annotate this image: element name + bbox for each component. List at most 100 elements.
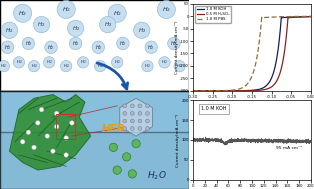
Circle shape [146,104,149,108]
Y-axis label: Current density(mA cm⁻²): Current density(mA cm⁻²) [175,20,179,74]
Circle shape [22,37,35,50]
Circle shape [108,4,126,22]
X-axis label: Potentail ( V vs RHE ): Potentail ( V vs RHE ) [224,100,280,105]
Circle shape [100,16,116,33]
Circle shape [132,139,140,148]
Text: $H_2$: $H_2$ [72,24,80,33]
Text: $H_2$: $H_2$ [63,62,69,70]
FancyBboxPatch shape [0,91,189,132]
Circle shape [138,112,142,115]
Circle shape [111,57,123,68]
Circle shape [168,37,180,50]
Circle shape [35,121,40,125]
Text: $H_2$: $H_2$ [113,9,122,18]
Circle shape [0,60,9,72]
Circle shape [122,153,131,161]
Text: 95 mA cm⁻²: 95 mA cm⁻² [276,146,301,150]
Text: $H_2$: $H_2$ [114,59,121,66]
Text: $H_2$: $H_2$ [0,62,7,70]
Circle shape [70,121,74,125]
Text: $H_2$: $H_2$ [97,62,104,70]
Circle shape [95,60,106,72]
Circle shape [14,4,32,22]
Text: $H_2$: $H_2$ [176,62,183,70]
Circle shape [174,60,185,72]
Circle shape [130,104,134,108]
Circle shape [20,139,25,144]
Y-axis label: Current density(mA cm⁻²): Current density(mA cm⁻²) [176,113,180,167]
Circle shape [113,166,121,174]
Text: $H_2$: $H_2$ [5,26,14,35]
Circle shape [123,104,127,108]
Circle shape [61,60,72,72]
Circle shape [128,170,137,178]
Text: $H_2$: $H_2$ [80,59,86,66]
Text: $H_2$: $H_2$ [24,39,32,48]
Circle shape [123,127,127,130]
Circle shape [92,41,105,53]
Circle shape [138,119,142,123]
Circle shape [51,149,55,153]
Text: $H_2$: $H_2$ [119,39,127,48]
Text: $H_2$: $H_2$ [161,59,168,66]
Text: $H_2$: $H_2$ [4,43,11,52]
Circle shape [130,127,134,130]
Circle shape [146,112,149,115]
Circle shape [39,107,44,112]
Circle shape [54,111,59,116]
Circle shape [68,20,84,36]
FancyBboxPatch shape [0,91,189,189]
Polygon shape [9,94,91,170]
Circle shape [26,130,31,135]
Circle shape [146,119,149,123]
Circle shape [64,136,68,140]
Text: $H_2$: $H_2$ [47,43,55,52]
Circle shape [109,143,117,152]
Text: $H_2$: $H_2$ [31,62,37,70]
Circle shape [1,41,14,53]
Circle shape [159,57,170,68]
Text: $H_2$: $H_2$ [95,43,102,52]
Circle shape [57,0,75,19]
Circle shape [146,127,149,130]
Text: HER: HER [101,124,125,133]
Text: $H_2$: $H_2$ [148,43,155,52]
Text: $H_2$: $H_2$ [162,5,171,14]
Circle shape [130,119,134,123]
Text: $H_2O$: $H_2O$ [147,170,167,182]
Circle shape [133,22,150,38]
Circle shape [33,16,50,33]
Polygon shape [120,98,153,136]
Circle shape [45,41,57,53]
Circle shape [69,37,82,50]
Circle shape [123,112,127,115]
Text: $H_2$: $H_2$ [72,39,79,48]
Circle shape [142,60,153,72]
Text: $H_2$: $H_2$ [62,5,71,14]
Text: $H_2$: $H_2$ [16,59,22,66]
Circle shape [123,119,127,123]
Circle shape [13,57,24,68]
Circle shape [45,134,50,138]
Circle shape [78,57,89,68]
Text: $H_2$: $H_2$ [138,26,146,35]
Text: $H_2$: $H_2$ [104,20,112,29]
Text: $H_2$: $H_2$ [46,59,52,66]
Circle shape [130,112,134,115]
Circle shape [54,124,59,129]
Circle shape [1,22,18,38]
FancyBboxPatch shape [0,0,189,91]
Circle shape [32,145,36,150]
Circle shape [116,37,129,50]
Circle shape [138,104,142,108]
Text: $H_2$: $H_2$ [18,9,27,18]
Circle shape [43,57,55,68]
Circle shape [157,0,176,19]
Text: 1.0 M KOH: 1.0 M KOH [201,106,227,112]
Circle shape [138,127,142,130]
Circle shape [28,60,40,72]
Circle shape [64,153,68,157]
Text: $H_2$: $H_2$ [170,39,178,48]
Text: $H_2$: $H_2$ [37,20,46,29]
Text: $H_2$: $H_2$ [144,62,151,70]
